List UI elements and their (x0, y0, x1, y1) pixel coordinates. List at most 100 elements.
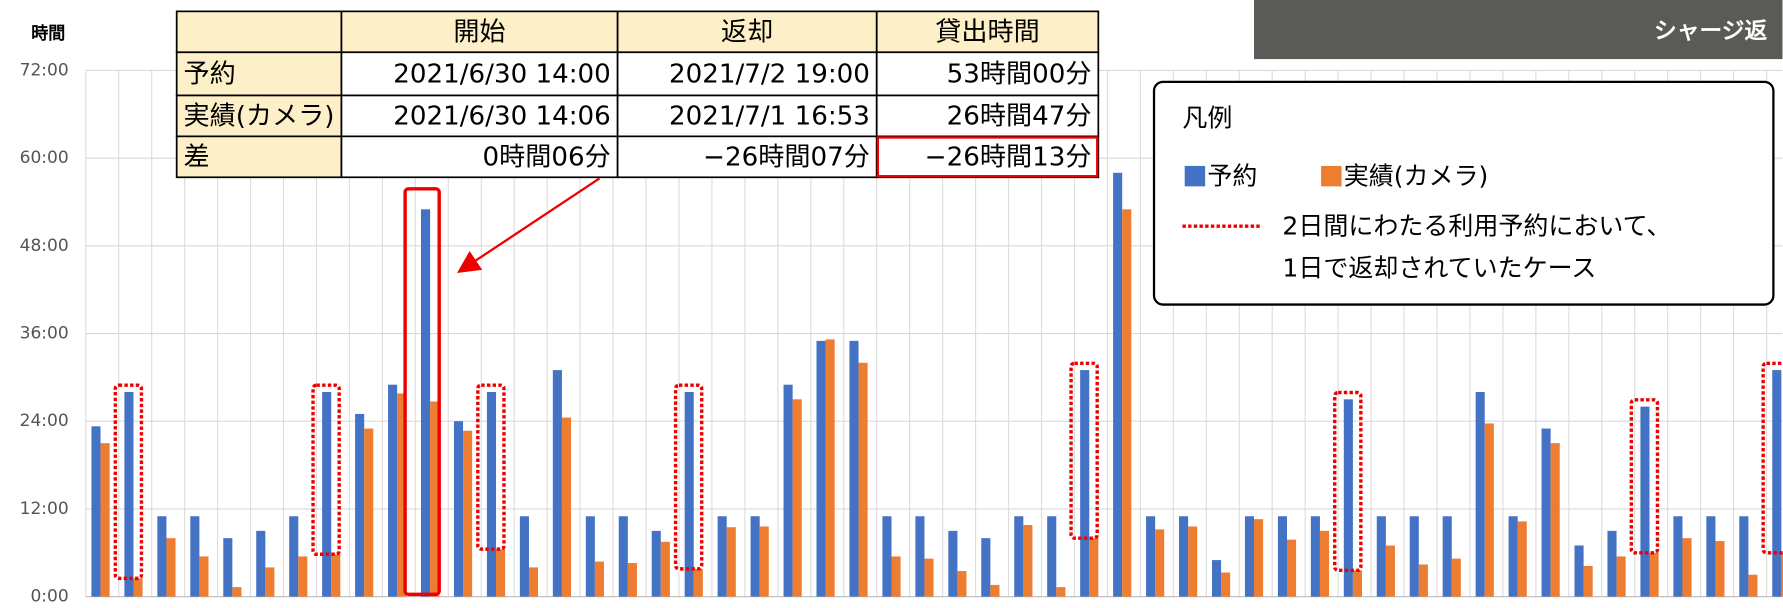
bar (1286, 539, 1297, 597)
table-text: 2021/7/2 19:00 (669, 60, 870, 90)
bar (463, 430, 473, 597)
bar (1508, 516, 1518, 597)
y-tick-label: 24:00 (20, 411, 69, 431)
table-cell (340, 10, 619, 54)
legend-swatch (1184, 165, 1206, 187)
bar (486, 392, 497, 597)
table-text: 2021/6/30 14:06 (393, 102, 611, 132)
table-cell (340, 135, 619, 179)
table-text: 実績(カメラ) (183, 102, 334, 132)
dashed-highlight (1333, 390, 1363, 573)
bar (1155, 529, 1165, 597)
table-cell (175, 51, 343, 97)
bar (717, 516, 727, 597)
legend-label: 予約 (1207, 161, 1257, 190)
bar (1541, 428, 1551, 597)
legend-box (1152, 80, 1775, 306)
bar (199, 556, 209, 597)
bar (726, 527, 736, 597)
legend-title: 凡例 (1182, 103, 1232, 132)
bar (792, 399, 802, 597)
y-axis-label: 時間 (31, 23, 65, 44)
table-cell (340, 94, 619, 138)
bar (1442, 516, 1452, 597)
bar (453, 421, 464, 597)
bar (1014, 516, 1024, 597)
bar (91, 426, 101, 597)
y-tick-label: 48:00 (20, 236, 69, 256)
bar (750, 516, 760, 597)
legend-label: 実績(カメラ) (1344, 161, 1489, 190)
bar (1517, 521, 1527, 597)
table-highlight (876, 136, 1099, 178)
bar (1211, 560, 1222, 597)
y-tick-label: 0:00 (30, 587, 68, 607)
bar (421, 209, 431, 597)
bar (364, 428, 374, 597)
bar (1640, 406, 1650, 597)
bar (166, 538, 176, 597)
bar (957, 571, 967, 597)
bar (594, 561, 604, 597)
table-cell (175, 135, 343, 179)
bar (1682, 538, 1692, 597)
table-text: 2021/6/30 14:00 (393, 60, 611, 90)
bar (948, 530, 958, 597)
bar (1122, 209, 1132, 597)
table-cell (175, 10, 343, 54)
dashed-highlight (1069, 361, 1099, 540)
table-text: 開始 (453, 17, 505, 47)
y-tick-label: 36:00 (20, 324, 69, 344)
table-cell (875, 94, 1100, 138)
bar (1352, 570, 1362, 597)
bar (858, 362, 868, 597)
legend-note: 2日間にわたる利用予約において、 (1282, 211, 1671, 240)
bar (1706, 516, 1716, 597)
table-text: 予約 (183, 60, 235, 90)
bar (256, 530, 266, 597)
bar (1409, 516, 1419, 597)
bar (627, 563, 637, 597)
bar (1715, 541, 1725, 597)
table-text: 返却 (721, 17, 773, 47)
bar (1418, 564, 1428, 597)
bar (1772, 370, 1782, 597)
bar (388, 384, 398, 597)
bar (891, 556, 901, 597)
bar (289, 516, 299, 597)
bar (355, 413, 365, 597)
table-text: −26時間13分 (925, 142, 1092, 172)
bar (651, 530, 661, 597)
bar (1583, 565, 1593, 597)
bar (331, 554, 341, 597)
table-cell (175, 94, 343, 138)
bar (1739, 516, 1749, 597)
bar (1484, 423, 1494, 597)
bar (924, 558, 934, 597)
bar (816, 340, 826, 597)
bar (759, 526, 769, 597)
plot-area: 0:00 12:00 24:00 36:00 48:00 60:00 72:00 (20, 60, 1783, 607)
table-cell (616, 10, 878, 54)
photo-caption: シャージ返 (1654, 18, 1767, 44)
highlight (403, 187, 441, 597)
bar (1089, 538, 1099, 597)
y-tick-label: 12:00 (20, 499, 69, 519)
bar (1343, 399, 1353, 597)
bar (133, 578, 143, 597)
y-tick-label: 60:00 (20, 148, 69, 168)
dashed-highlight (673, 383, 704, 571)
bar (1649, 552, 1659, 597)
bar (265, 567, 275, 597)
bar (1080, 370, 1090, 597)
bar (100, 443, 110, 597)
bar (618, 516, 628, 597)
bar (1748, 574, 1758, 597)
bar (981, 538, 991, 597)
dashed-highlight (311, 383, 341, 556)
table-cell (875, 51, 1100, 97)
bar (915, 516, 925, 597)
bar (1254, 519, 1264, 597)
bar (1781, 552, 1783, 597)
